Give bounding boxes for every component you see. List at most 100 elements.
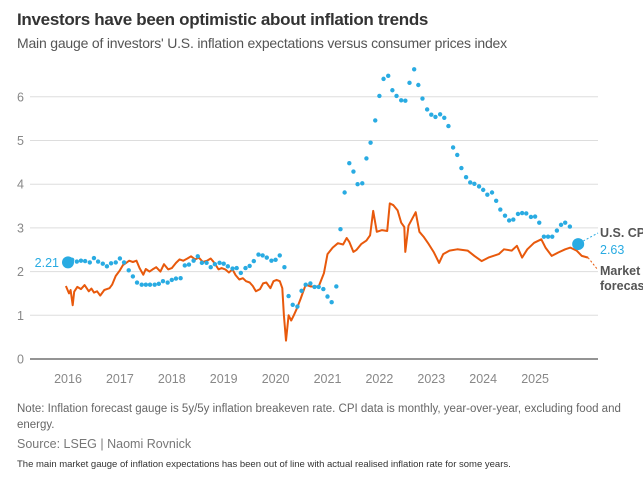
cpi-point	[411, 67, 417, 72]
cpi-point	[160, 279, 166, 284]
cpi-point	[537, 220, 542, 225]
cpi-point	[351, 169, 356, 174]
cpi-point	[74, 259, 80, 264]
market-series-label-line1: Market	[600, 264, 641, 278]
cpi-point	[152, 282, 157, 287]
x-tick-label: 2022	[365, 372, 393, 386]
cpi-point	[104, 264, 110, 269]
cpi-point	[100, 261, 105, 266]
cpi-point	[178, 275, 183, 281]
cpi-point	[524, 211, 529, 216]
cpi-point	[230, 266, 235, 271]
cpi-point	[386, 73, 391, 79]
cpi-point	[186, 262, 192, 267]
cpi-series	[62, 67, 599, 309]
cpi-point	[485, 192, 490, 197]
cpi-point	[87, 260, 92, 265]
cpi-point	[238, 270, 244, 276]
cpi-point	[481, 187, 486, 193]
cpi-point	[282, 265, 287, 270]
chart-subtitle: Main gauge of investors' U.S. inflation …	[17, 35, 507, 51]
cpi-point	[472, 181, 477, 186]
cpi-point	[191, 258, 196, 263]
cpi-point	[563, 220, 568, 225]
cpi-point	[108, 261, 114, 266]
cpi-point	[554, 228, 560, 233]
cpi-point	[316, 284, 321, 290]
x-axis-ticks: 2016 2017 2018 2019 2020 2021 2022 2023 2024 2025	[54, 372, 549, 386]
cpi-point	[286, 293, 291, 299]
cpi-point	[334, 284, 339, 289]
cpi-point	[225, 264, 231, 269]
cpi-point	[277, 253, 282, 258]
chart-source: Source: LSEG | Naomi Rovnick	[17, 437, 192, 451]
cpi-point	[321, 286, 326, 292]
cpi-end-value-label: 2.63	[600, 243, 624, 257]
cpi-point	[476, 184, 482, 189]
cpi-point	[424, 107, 430, 112]
y-tick-label: 6	[17, 90, 24, 104]
cpi-point	[403, 98, 408, 103]
cpi-point	[493, 198, 499, 204]
cpi-point	[377, 93, 382, 99]
chart-caption: The main market gauge of inflation expec…	[17, 459, 511, 470]
market-series-label-line2: forecast	[600, 279, 643, 293]
cpi-point	[450, 145, 456, 150]
cpi-point	[455, 152, 460, 158]
cpi-point	[182, 263, 187, 268]
gridlines	[30, 96, 598, 360]
x-tick-label: 2024	[469, 372, 497, 386]
x-tick-label: 2021	[314, 372, 342, 386]
cpi-leader-line	[582, 232, 599, 242]
y-tick-label: 0	[17, 353, 24, 367]
cpi-point	[429, 112, 434, 117]
cpi-point	[260, 253, 265, 258]
chart-note: Note: Inflation forecast gauge is 5y/5y …	[17, 403, 621, 431]
cpi-point	[113, 260, 118, 265]
y-tick-label: 3	[17, 221, 24, 235]
cpi-point	[204, 260, 209, 266]
cpi-point	[511, 217, 516, 222]
cpi-point	[121, 260, 127, 265]
y-tick-label: 4	[17, 178, 24, 192]
cpi-point	[199, 260, 205, 266]
cpi-point	[312, 284, 317, 290]
cpi-endpoint-marker	[572, 238, 585, 251]
cpi-point	[416, 82, 421, 88]
market-forecast-line	[64, 202, 589, 342]
y-tick-label: 2	[17, 265, 24, 279]
cpi-point	[550, 234, 555, 239]
cpi-point	[459, 165, 464, 171]
cpi-point	[489, 190, 495, 195]
cpi-point	[82, 258, 88, 264]
chart-title: Investors have been optimistic about inf…	[17, 10, 429, 29]
cpi-point	[519, 210, 525, 216]
cpi-point	[156, 281, 162, 287]
cpi-point	[308, 281, 313, 286]
cpi-point	[134, 280, 140, 285]
y-tick-label: 1	[17, 309, 24, 323]
x-tick-label: 2019	[210, 372, 238, 386]
cpi-point	[364, 156, 369, 161]
cpi-point	[515, 211, 521, 217]
cpi-point	[269, 258, 274, 263]
cpi-point	[347, 161, 352, 166]
cpi-point	[355, 182, 360, 187]
cpi-point	[468, 180, 473, 185]
cpi-point	[117, 256, 123, 261]
cpi-point	[212, 261, 218, 267]
cpi-point	[217, 260, 222, 266]
x-tick-label: 2018	[158, 372, 186, 386]
cpi-point	[567, 224, 573, 229]
cpi-point	[251, 258, 257, 264]
cpi-series-label: U.S. CPI	[600, 226, 643, 240]
cpi-point	[442, 115, 447, 120]
x-tick-label: 2025	[521, 372, 549, 386]
cpi-point	[143, 282, 149, 287]
cpi-point	[78, 258, 84, 263]
cpi-point	[407, 80, 412, 86]
cpi-point	[506, 218, 512, 223]
market-leader-line	[587, 257, 599, 271]
cpi-point	[139, 282, 144, 287]
cpi-point	[342, 190, 347, 195]
